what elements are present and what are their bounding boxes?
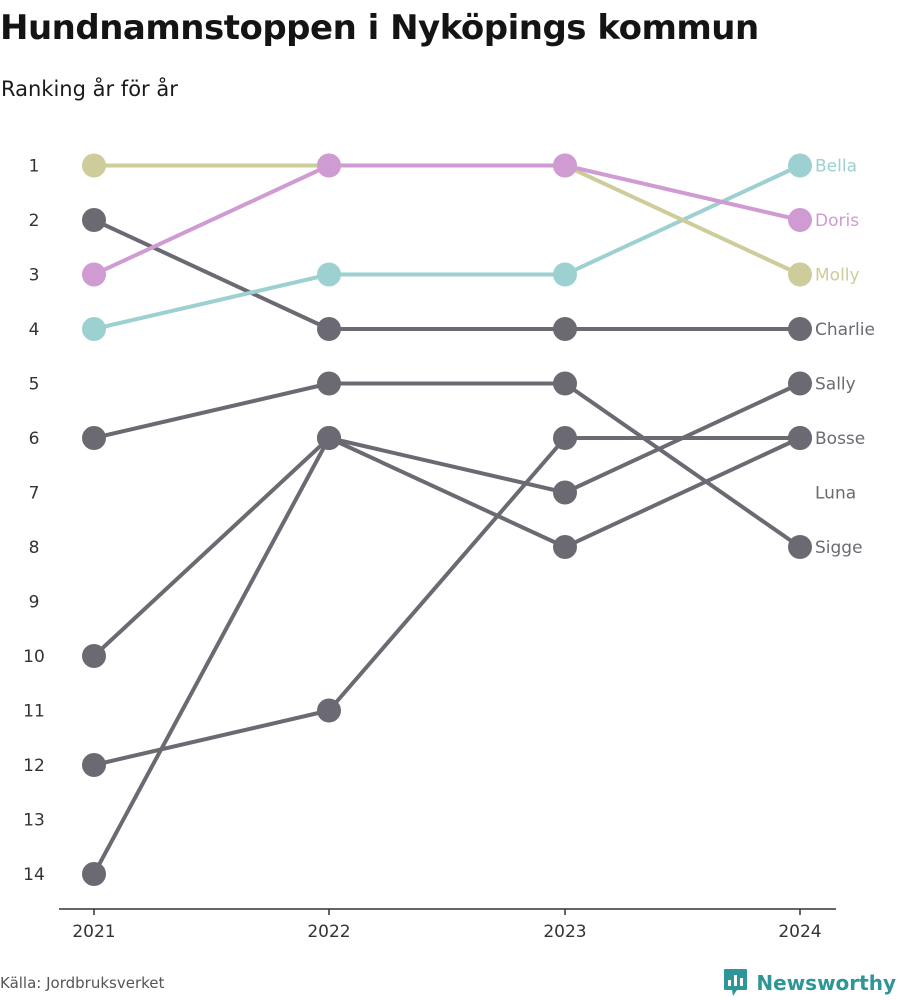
series-line-doris <box>92 163 802 277</box>
point-bosse-2023 <box>553 426 577 450</box>
point-luna-2022 <box>317 426 341 450</box>
end-label-bella: Bella <box>815 157 857 177</box>
point-bosse-2022 <box>317 698 341 723</box>
brand-name: Newsworthy <box>756 971 896 995</box>
end-label-molly: Molly <box>815 266 860 286</box>
point-molly-2021 <box>82 153 106 178</box>
x-tick-label-2021: 2021 <box>72 922 115 942</box>
point-sigge-2023 <box>553 371 577 396</box>
y-tick-label-9: 9 <box>29 593 40 613</box>
series-line-sally <box>92 381 802 876</box>
point-luna-2021 <box>82 644 106 668</box>
point-charlie-2021 <box>82 208 106 232</box>
series-lines <box>92 163 802 876</box>
source-note: Källa: Jordbruksverket <box>0 974 165 992</box>
point-charlie-2024 <box>788 317 812 341</box>
point-bella-2021 <box>82 317 106 341</box>
end-label-doris: Doris <box>815 211 859 231</box>
end-label-sigge: Sigge <box>815 538 863 558</box>
y-tick-label-2: 2 <box>29 211 40 231</box>
point-doris-2021 <box>82 262 106 287</box>
end-label-charlie: Charlie <box>815 320 875 340</box>
series-line-bosse <box>92 436 802 767</box>
series-points <box>82 153 812 886</box>
point-bosse-2021 <box>82 753 106 777</box>
x-tick-label-2024: 2024 <box>778 922 821 942</box>
y-tick-label-8: 8 <box>29 538 40 558</box>
point-sally-2021 <box>82 862 106 886</box>
series-line-charlie <box>92 218 802 331</box>
end-label-bosse: Bosse <box>815 429 865 449</box>
point-luna-2023 <box>553 535 577 559</box>
y-tick-label-11: 11 <box>23 702 45 722</box>
y-tick-label-12: 12 <box>23 756 45 776</box>
point-charlie-2022 <box>317 317 341 341</box>
end-label-sally: Sally <box>815 375 856 395</box>
series-line-sigge <box>92 381 802 549</box>
point-doris-2022 <box>317 153 341 178</box>
x-tick-label-2023: 2023 <box>543 922 586 942</box>
point-bella-2023 <box>553 262 577 287</box>
point-bella-2022 <box>317 262 341 287</box>
point-sally-2024 <box>788 371 812 396</box>
point-luna-2024 <box>788 426 812 450</box>
point-sigge-2021 <box>82 426 106 450</box>
series-line-molly <box>92 163 802 277</box>
series-line-luna <box>92 436 802 658</box>
series-line-bella <box>92 163 802 331</box>
y-tick-label-7: 7 <box>29 484 40 504</box>
point-doris-2023 <box>553 153 577 178</box>
y-tick-label-4: 4 <box>29 320 40 340</box>
y-tick-label-5: 5 <box>29 375 40 395</box>
y-tick-label-14: 14 <box>23 865 45 885</box>
end-label-luna: Luna <box>815 484 856 504</box>
y-tick-label-10: 10 <box>23 647 45 667</box>
y-tick-label-6: 6 <box>29 429 40 449</box>
point-molly-2024 <box>788 262 812 287</box>
point-sigge-2022 <box>317 371 341 396</box>
x-axis-ticks: 2021 2022 2023 2024 <box>72 909 822 942</box>
point-bella-2024 <box>788 153 812 178</box>
point-sigge-2024 <box>788 535 812 559</box>
point-sally-2023 <box>553 480 577 505</box>
point-charlie-2023 <box>553 317 577 341</box>
chart-title: Hundnamnstoppen i Nyköpings kommun <box>0 8 759 48</box>
y-tick-label-3: 3 <box>29 266 40 286</box>
series-end-labels: Bella Doris Molly Charlie Sally Bosse Luna Sigg… <box>815 157 875 559</box>
newsworthy-brand[interactable]: Newsworthy <box>723 968 896 998</box>
x-tick-label-2022: 2022 <box>307 922 350 942</box>
newsworthy-logo-icon <box>724 969 748 996</box>
chart-subtitle: Ranking år för år <box>1 77 178 101</box>
y-tick-label-1: 1 <box>29 157 40 177</box>
point-doris-2024 <box>788 208 812 232</box>
y-tick-label-13: 13 <box>23 811 45 831</box>
